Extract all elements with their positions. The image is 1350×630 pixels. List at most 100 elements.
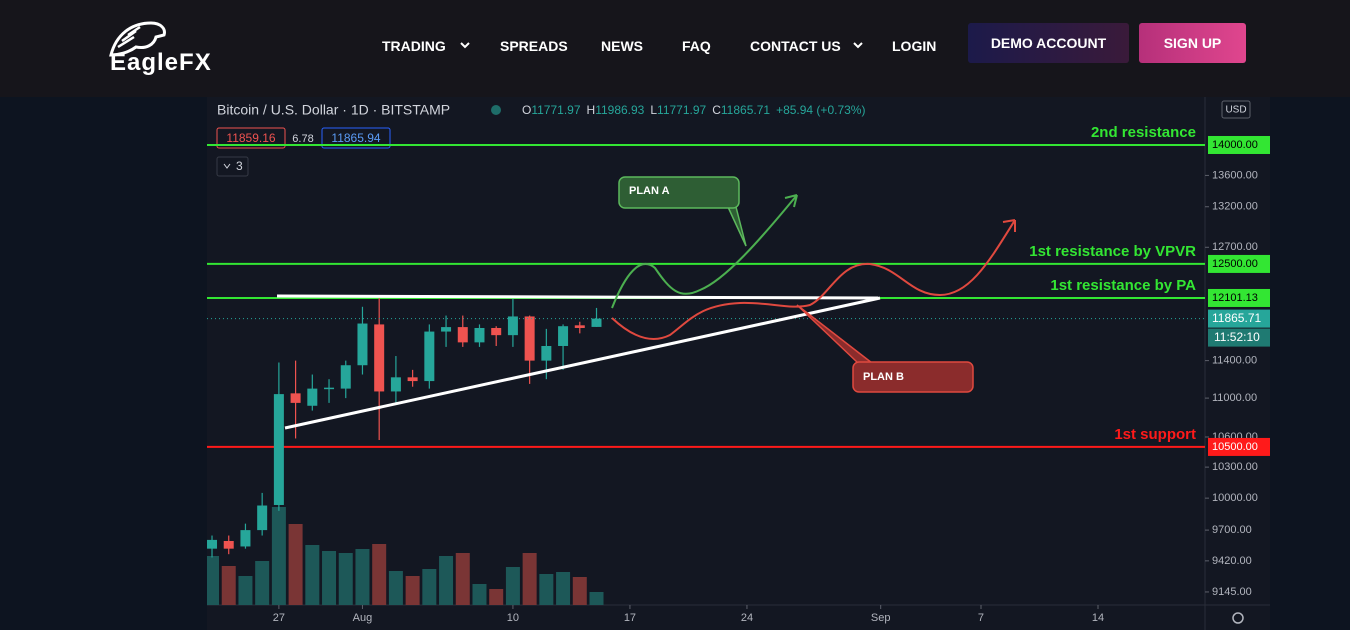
- candle-body: [558, 326, 569, 346]
- level-price: 12500.00: [1212, 258, 1258, 270]
- plan-b-path: [611, 219, 1016, 340]
- ask-box[interactable]: [321, 127, 391, 149]
- volume-bar: [439, 556, 454, 605]
- level-name: 1st resistance by PA: [1050, 277, 1196, 294]
- level-price: 10500.00: [1212, 441, 1258, 453]
- volume-bar: [489, 589, 504, 605]
- volume-bar: [405, 576, 420, 605]
- y-tick-label: 13600.00: [1212, 169, 1258, 181]
- ohlc-value: 11771.97: [531, 103, 580, 117]
- candle-body: [541, 345, 552, 361]
- currency: USD: [1225, 105, 1246, 116]
- candle-body: [441, 327, 452, 332]
- candle-body: [273, 394, 284, 505]
- candle-body: [340, 365, 351, 389]
- timer: 11:52:10: [1214, 330, 1260, 344]
- nav-login[interactable]: LOGIN: [892, 38, 937, 54]
- y-tick-label: 9145.00: [1212, 586, 1252, 598]
- candle-body: [457, 327, 468, 343]
- x-tick-label: 27: [273, 612, 285, 624]
- x-tick-label: 14: [1092, 612, 1104, 624]
- volume-bar: [455, 553, 470, 605]
- volume-bar: [388, 571, 403, 605]
- candle-body: [223, 540, 234, 549]
- bid: 11859.16: [226, 131, 275, 145]
- ohlc-values: O11771.97 H11986.93 L11771.97 C11865.71 +85.…: [522, 103, 865, 117]
- candle-body: [374, 324, 385, 392]
- ohlc-value: 11986.93: [595, 103, 644, 117]
- current-price: 11865.71: [1212, 311, 1261, 325]
- demo-button[interactable]: DEMO ACCOUNT: [968, 23, 1129, 63]
- ohlc-legend: O11771.97 H11986.93 L11771.97 C11865.71 +85.…: [522, 103, 865, 117]
- plan-a-box: [618, 176, 740, 209]
- x-tick-label: 24: [741, 612, 753, 624]
- nav-faq[interactable]: FAQ: [682, 38, 711, 54]
- y-tick-label: 9700.00: [1212, 524, 1252, 536]
- change: +85.94 (+0.73%): [776, 103, 865, 117]
- candle-body: [324, 387, 335, 390]
- logo-text[interactable]: EagleFX: [110, 49, 212, 76]
- volume-bar: [539, 574, 554, 605]
- nav-trading[interactable]: TRADING: [382, 38, 446, 54]
- ask: 11865.94: [331, 131, 380, 145]
- signup-button[interactable]: SIGN UP: [1139, 23, 1246, 63]
- y-tick-label: 12700.00: [1212, 241, 1258, 253]
- x-tick-label: 17: [624, 612, 636, 624]
- symbol: Bitcoin / U.S. Dollar · 1D · BITSTAMP: [217, 102, 450, 118]
- x-tick-label: 7: [978, 612, 984, 624]
- volume-bar: [238, 576, 253, 605]
- nav-spreads[interactable]: SPREADS: [500, 38, 568, 54]
- candle-body: [574, 325, 585, 328]
- nav-contact[interactable]: CONTACT US: [750, 38, 841, 54]
- bid-box[interactable]: [216, 127, 286, 149]
- indicator-toggle[interactable]: [216, 156, 249, 177]
- x-tick-label: 10: [507, 612, 519, 624]
- plan-a-label: PLAN A: [629, 185, 670, 197]
- volume-bar: [288, 524, 303, 605]
- volume-bar: [422, 569, 437, 605]
- level-name: 1st resistance by VPVR: [1029, 243, 1196, 260]
- settings-icon[interactable]: [1232, 612, 1244, 624]
- volume-bar: [255, 561, 270, 605]
- level-price: 14000.00: [1212, 139, 1258, 151]
- current-price-box: [1208, 309, 1270, 328]
- level-price: 12101.13: [1212, 292, 1258, 304]
- y-tick-label: 10000.00: [1212, 492, 1258, 504]
- candle-body: [524, 316, 535, 361]
- level-price-box: [1208, 135, 1270, 154]
- volume-bar: [472, 584, 487, 605]
- volume-bar: [355, 549, 370, 605]
- nav-news[interactable]: NEWS: [601, 38, 643, 54]
- level-price-box: [1208, 254, 1270, 273]
- candle-body: [491, 327, 502, 336]
- currency-box[interactable]: [1221, 100, 1251, 119]
- status-dot: [491, 105, 501, 115]
- candle-body: [207, 539, 218, 549]
- candle-body: [240, 530, 251, 547]
- y-tick-label: 13200.00: [1212, 201, 1258, 213]
- timer-box: [1208, 328, 1270, 347]
- triangle-top: [276, 294, 879, 300]
- ohlc-letter: C: [712, 103, 721, 117]
- candle-body: [424, 331, 435, 382]
- y-tick-label: 11400.00: [1212, 355, 1257, 367]
- level-name: 1st support: [1114, 426, 1196, 443]
- x-tick-label: Aug: [353, 612, 373, 624]
- volume-bar: [305, 545, 320, 605]
- candle-body: [474, 327, 485, 343]
- ohlc-letter: O: [522, 103, 531, 117]
- indicator-count: 3: [236, 159, 243, 173]
- drawings: [276, 176, 1016, 430]
- volume-bar: [372, 544, 387, 605]
- volume-bar: [322, 551, 337, 605]
- caret: [460, 42, 470, 49]
- volume-bar: [572, 577, 587, 605]
- volume-bar: [338, 553, 353, 605]
- volume-bar: [271, 507, 286, 605]
- y-tick-label: 11000.00: [1212, 392, 1257, 404]
- volume-bar: [207, 556, 220, 605]
- volume-bar: [505, 567, 520, 605]
- plan-b-tail: [796, 304, 873, 364]
- ohlc-letter: L: [650, 103, 657, 117]
